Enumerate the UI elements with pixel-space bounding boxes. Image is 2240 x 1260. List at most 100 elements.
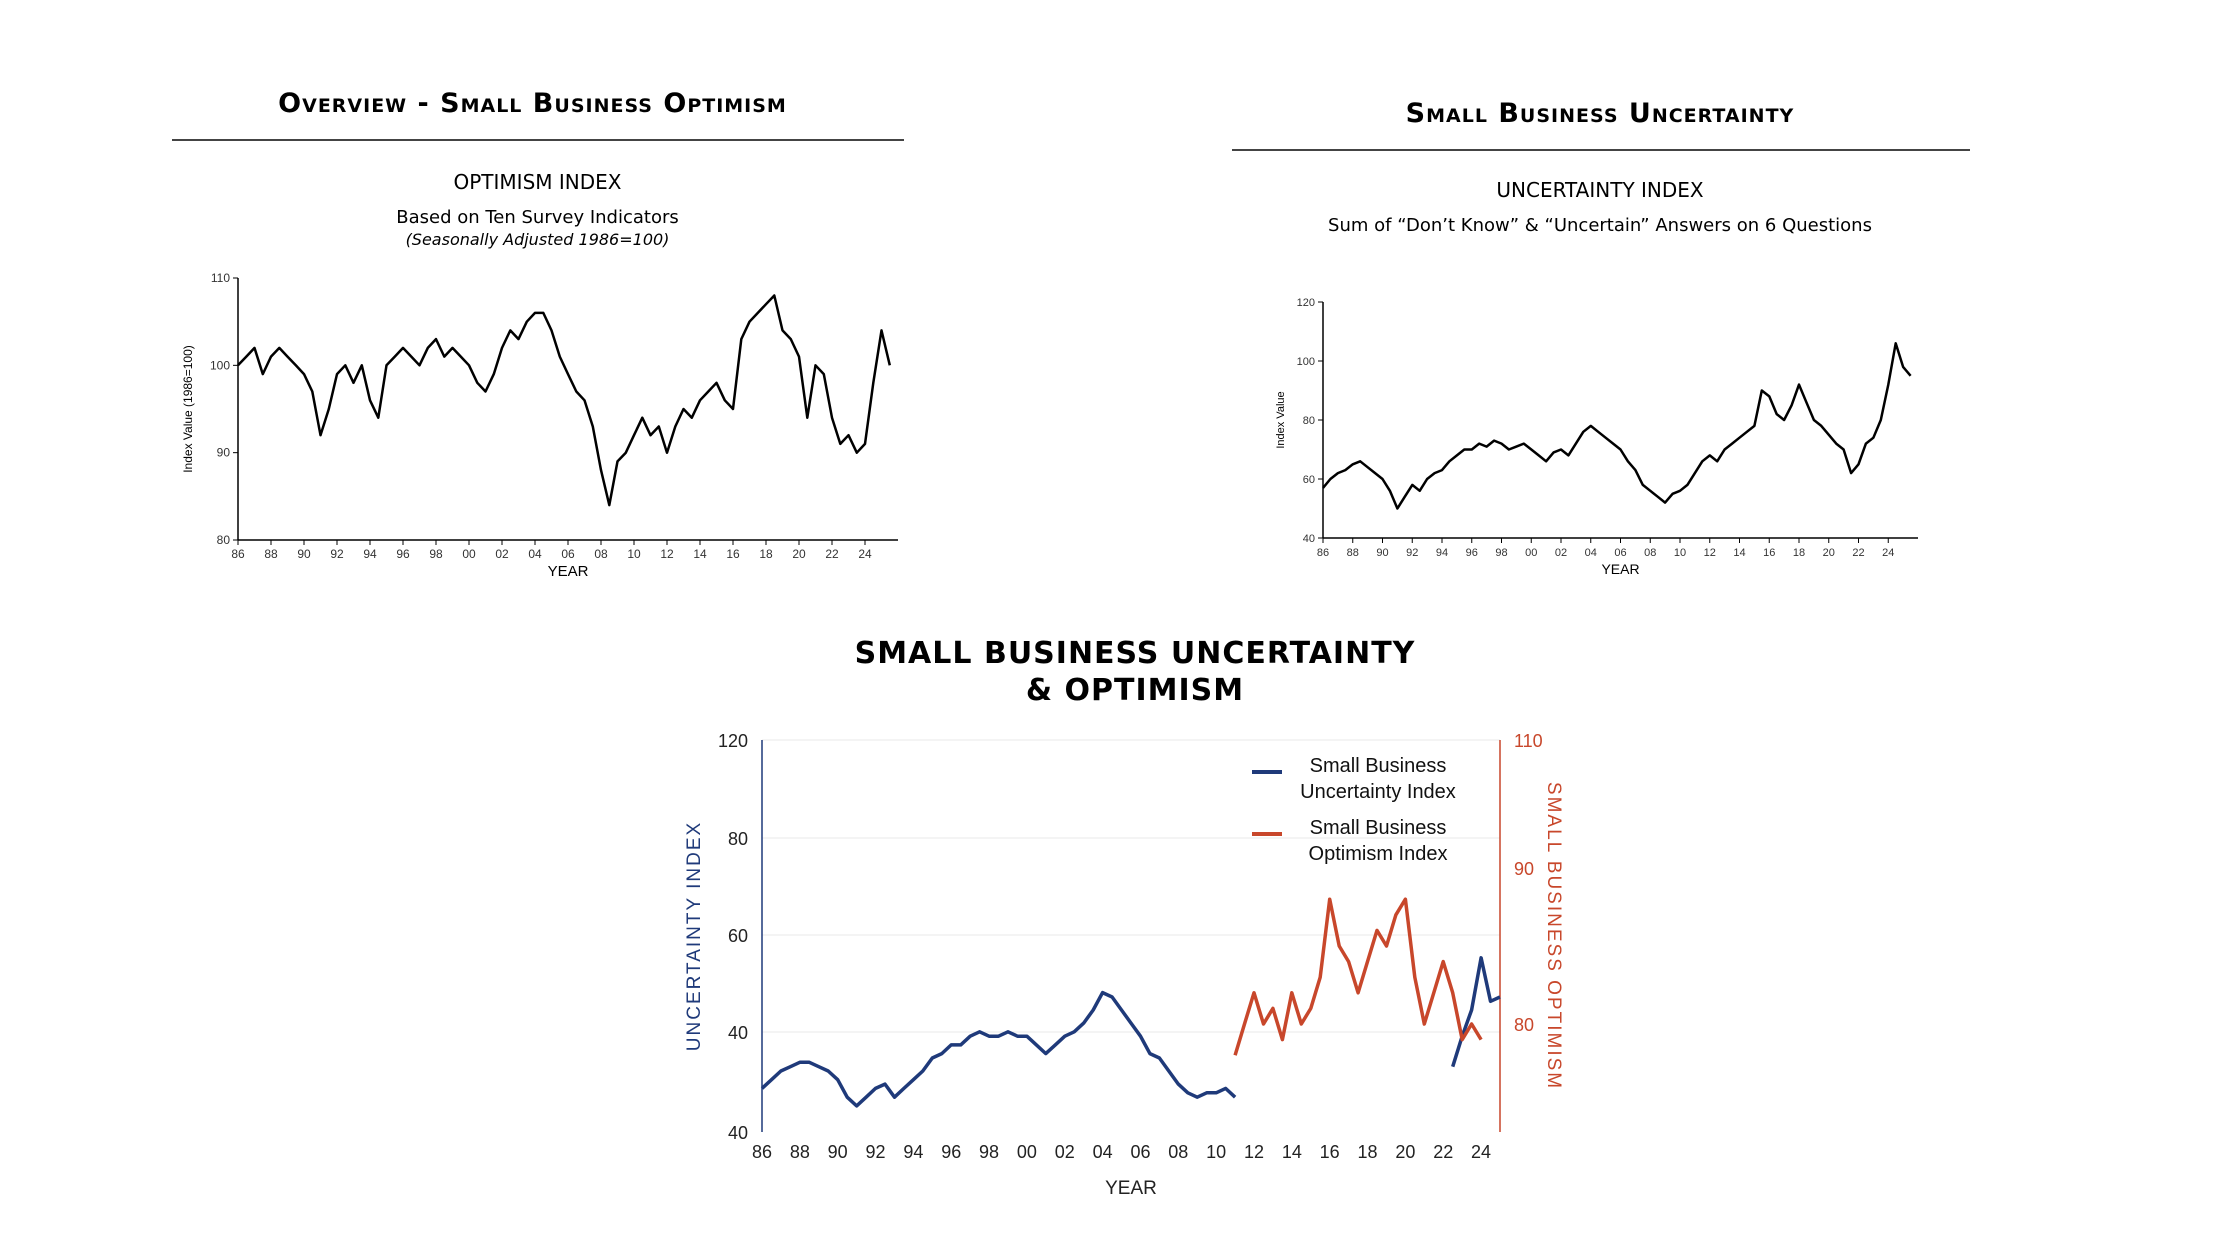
x-tick-label: 04	[1585, 547, 1597, 559]
x-tick-label: 00	[462, 547, 476, 561]
x-tick-label: 06	[1130, 1142, 1150, 1162]
combined-chart-title-line1: SMALL BUSINESS UNCERTAINTY	[854, 636, 1416, 671]
x-tick-label: 14	[693, 547, 707, 561]
x-tick-label: 96	[396, 547, 410, 561]
x-tick-label: 96	[941, 1142, 961, 1162]
x-tick-label: 02	[1055, 1142, 1075, 1162]
uncertainty-title-rule	[1232, 149, 1970, 151]
x-tick-label: 20	[1823, 547, 1835, 559]
x-tick-label: 10	[627, 547, 641, 561]
combined-chart-title-line2: & OPTIMISM	[1025, 673, 1245, 708]
x-tick-label: 04	[528, 547, 542, 561]
y-tick-label: 120	[1297, 297, 1315, 309]
x-tick-label: 16	[1320, 1142, 1340, 1162]
optimism-title-rule	[172, 139, 904, 141]
x-tick-label: 22	[1433, 1142, 1453, 1162]
data-line	[1322, 342, 1912, 510]
y-tick-label: 60	[1303, 474, 1315, 486]
uncertainty-line-recent	[1451, 956, 1501, 1068]
x-tick-label: 22	[1852, 547, 1864, 559]
x-tick-label: 24	[1471, 1142, 1491, 1162]
y-tick-label: 110	[211, 271, 230, 285]
x-tick-label: 06	[1614, 547, 1626, 559]
optimism-chart-note: (Seasonally Adjusted 1986=100)	[405, 230, 670, 249]
x-tick-label: 22	[825, 547, 839, 561]
x-tick-label: 24	[1882, 547, 1894, 559]
x-tick-label: 16	[1763, 547, 1775, 559]
x-tick-label: 08	[1168, 1142, 1188, 1162]
uncertainty-section-title: Small Business Uncertainty	[1405, 98, 1795, 129]
x-tick-label: 90	[828, 1142, 848, 1162]
y-tick-label: 100	[210, 358, 230, 372]
uncertainty-chart-title: UNCERTAINTY INDEX	[1496, 178, 1704, 202]
x-tick-label: 86	[752, 1142, 772, 1162]
optimism-chart-subtitle: Based on Ten Survey Indicators	[396, 207, 679, 228]
left-y-tick-label: 120	[718, 731, 748, 751]
x-tick-label: 98	[979, 1142, 999, 1162]
x-tick-label: 12	[1704, 547, 1716, 559]
x-tick-label: 16	[726, 547, 740, 561]
x-tick-label: 14	[1733, 547, 1745, 559]
x-tick-label: 00	[1525, 547, 1537, 559]
x-tick-label: 10	[1206, 1142, 1226, 1162]
y-axis-title: Index Value (1986=100)	[181, 345, 195, 473]
legend-uncertainty-label-1: Small Business	[1310, 755, 1447, 777]
x-tick-label: 92	[330, 547, 344, 561]
x-tick-label: 92	[866, 1142, 886, 1162]
x-tick-label: 08	[1644, 547, 1656, 559]
x-tick-label: 18	[1793, 547, 1805, 559]
left-y-tick-label: 40	[728, 1023, 748, 1043]
left-y-tick-label: 40	[728, 1123, 748, 1143]
x-tick-label: 88	[1347, 547, 1359, 559]
x-tick-label: 04	[1093, 1142, 1113, 1162]
left-axis-title: UNCERTAINTY INDEX	[684, 821, 705, 1051]
x-tick-label: 94	[903, 1142, 923, 1162]
x-tick-label: 12	[660, 547, 674, 561]
x-tick-label: 20	[1395, 1142, 1415, 1162]
x-tick-label: 08	[594, 547, 608, 561]
x-tick-label: 24	[858, 547, 872, 561]
x-tick-label: 18	[759, 547, 773, 561]
x-tick-label: 12	[1244, 1142, 1264, 1162]
x-tick-label: 14	[1282, 1142, 1302, 1162]
x-tick-label: 92	[1406, 547, 1418, 559]
x-axis-title: YEAR	[1105, 1178, 1157, 1199]
x-tick-label: 20	[792, 547, 806, 561]
uncertainty-line	[760, 990, 1237, 1108]
y-axis-title: Index Value	[1275, 391, 1287, 448]
right-y-tick-label: 110	[1514, 731, 1543, 751]
x-tick-label: 96	[1466, 547, 1478, 559]
left-y-tick-label: 60	[728, 926, 748, 946]
optimism-chart-title: OPTIMISM INDEX	[453, 170, 622, 194]
legend-uncertainty-label-2: Uncertainty Index	[1300, 781, 1456, 803]
x-tick-label: 18	[1358, 1142, 1378, 1162]
legend-optimism-label-2: Optimism Index	[1309, 843, 1448, 865]
optimism-line	[1233, 897, 1483, 1056]
y-tick-label: 80	[1303, 415, 1315, 427]
x-axis-title: YEAR	[1601, 561, 1639, 577]
x-tick-label: 88	[264, 547, 278, 561]
x-tick-label: 94	[1436, 547, 1448, 559]
right-axis-title: SMALL BUSINESS OPTIMISM	[1543, 782, 1564, 1090]
x-tick-label: 88	[790, 1142, 810, 1162]
x-tick-label: 02	[1555, 547, 1567, 559]
x-tick-label: 90	[297, 547, 311, 561]
x-tick-label: 86	[231, 547, 245, 561]
x-tick-label: 02	[495, 547, 509, 561]
x-tick-label: 98	[429, 547, 443, 561]
x-tick-label: 90	[1376, 547, 1388, 559]
y-tick-label: 40	[1303, 533, 1315, 545]
x-tick-label: 94	[363, 547, 377, 561]
x-axis-title: YEAR	[548, 563, 589, 580]
x-tick-label: 06	[561, 547, 575, 561]
x-tick-label: 00	[1017, 1142, 1037, 1162]
x-tick-label: 10	[1674, 547, 1686, 559]
legend-optimism-label-1: Small Business	[1310, 817, 1447, 839]
x-tick-label: 86	[1317, 547, 1329, 559]
right-y-tick-label: 80	[1514, 1015, 1534, 1035]
data-line	[237, 294, 892, 507]
left-y-tick-label: 80	[728, 829, 748, 849]
